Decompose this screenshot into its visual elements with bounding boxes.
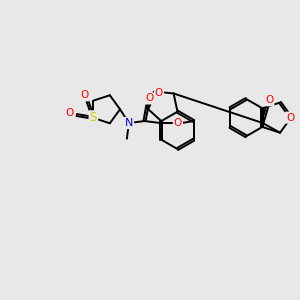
Text: S: S: [90, 111, 97, 124]
Text: O: O: [66, 108, 74, 118]
Text: N: N: [125, 118, 133, 128]
Text: O: O: [265, 95, 273, 105]
Text: O: O: [80, 90, 89, 100]
Text: O: O: [174, 118, 182, 128]
Text: O: O: [145, 94, 154, 103]
Text: O: O: [155, 88, 163, 98]
Text: O: O: [286, 112, 294, 123]
